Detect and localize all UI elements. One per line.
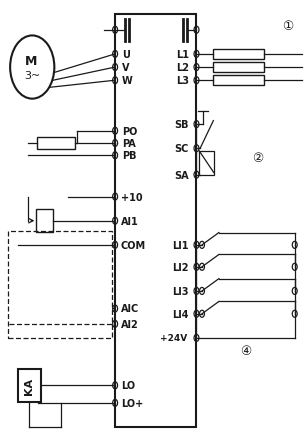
Text: +24V: +24V bbox=[160, 334, 187, 343]
Bar bbox=[8, 231, 112, 338]
Text: PO: PO bbox=[122, 127, 137, 136]
Bar bbox=[36, 210, 53, 233]
Bar bbox=[115, 15, 196, 427]
Text: L1: L1 bbox=[176, 50, 189, 60]
Bar bbox=[213, 63, 264, 73]
Bar bbox=[213, 76, 264, 86]
Text: AI2: AI2 bbox=[121, 319, 138, 329]
Text: KA: KA bbox=[24, 377, 34, 394]
Text: M: M bbox=[25, 55, 37, 68]
Text: COM: COM bbox=[121, 240, 146, 250]
Text: AI1: AI1 bbox=[121, 216, 138, 226]
Bar bbox=[199, 152, 214, 176]
Text: ②: ② bbox=[252, 151, 263, 164]
Text: PB: PB bbox=[122, 151, 136, 161]
Text: LO: LO bbox=[121, 381, 135, 390]
Text: ④: ④ bbox=[240, 344, 251, 357]
Text: SC: SC bbox=[174, 144, 189, 154]
Text: ①: ① bbox=[282, 20, 293, 33]
Text: W: W bbox=[122, 76, 133, 86]
Bar bbox=[18, 369, 41, 402]
Text: LI3: LI3 bbox=[172, 286, 189, 296]
Text: U: U bbox=[122, 50, 130, 60]
Text: LO+: LO+ bbox=[121, 398, 143, 408]
Text: SA: SA bbox=[174, 170, 189, 180]
Bar bbox=[37, 138, 75, 150]
Text: L2: L2 bbox=[176, 63, 189, 73]
Text: LI1: LI1 bbox=[172, 240, 189, 250]
Bar bbox=[213, 50, 264, 60]
Text: V: V bbox=[122, 63, 129, 73]
Text: LI2: LI2 bbox=[172, 262, 189, 272]
Text: +10: +10 bbox=[121, 192, 142, 202]
Text: 3~: 3~ bbox=[24, 71, 40, 81]
Text: LI4: LI4 bbox=[172, 309, 189, 319]
Text: AIC: AIC bbox=[121, 304, 139, 314]
Text: SB: SB bbox=[174, 120, 189, 130]
Text: L3: L3 bbox=[176, 76, 189, 86]
Text: PA: PA bbox=[122, 139, 136, 148]
